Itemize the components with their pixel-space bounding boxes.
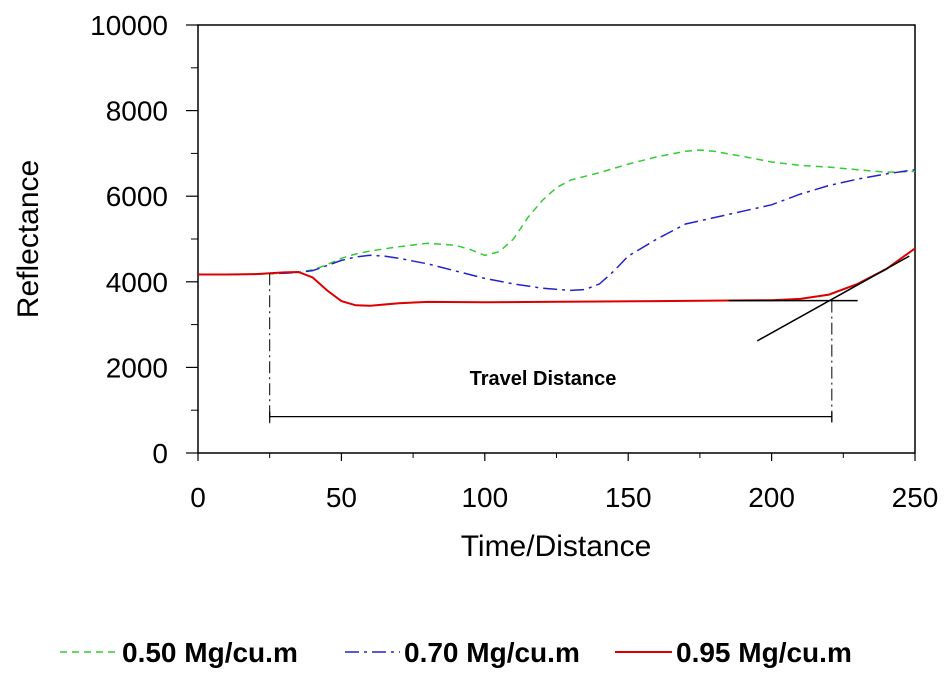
plot-frame — [197, 24, 916, 454]
y-tick-label: 8000 — [106, 96, 168, 127]
x-tick-label: 150 — [605, 482, 652, 513]
x-tick-label: 50 — [326, 482, 357, 513]
legend: 0.50 Mg/cu.m 0.70 Mg/cu.m 0.95 Mg/cu.m — [60, 637, 852, 668]
legend-label-070: 0.70 Mg/cu.m — [404, 637, 580, 668]
tangent-line — [756, 255, 910, 342]
y-tick-label: 6000 — [106, 181, 168, 212]
axes: 0 50 100 150 200 250 0 2000 4000 6000 8000 10000 — [90, 10, 938, 513]
series-line-1 — [198, 168, 916, 292]
x-tick-label: 100 — [461, 482, 508, 513]
y-tick-label: 10000 — [90, 10, 168, 41]
travel-distance-label: Travel Distance — [470, 368, 617, 390]
legend-label-095: 0.95 Mg/cu.m — [676, 637, 852, 668]
series-line-0 — [198, 149, 916, 276]
annotations — [269, 255, 910, 427]
plot-area — [197, 24, 916, 454]
y-tick-label: 0 — [152, 438, 168, 469]
legend-label-050: 0.50 Mg/cu.m — [122, 637, 298, 668]
x-tick-label: 200 — [748, 482, 795, 513]
series-group — [198, 149, 916, 307]
x-axis-title: Time/Distance — [461, 530, 652, 563]
y-tick-label: 2000 — [106, 352, 168, 383]
series-line-2 — [198, 247, 916, 307]
x-tick-label: 250 — [892, 482, 939, 513]
x-tick-label: 0 — [190, 482, 206, 513]
y-axis-title: Reflectance — [12, 160, 45, 318]
y-tick-label: 4000 — [106, 267, 168, 298]
